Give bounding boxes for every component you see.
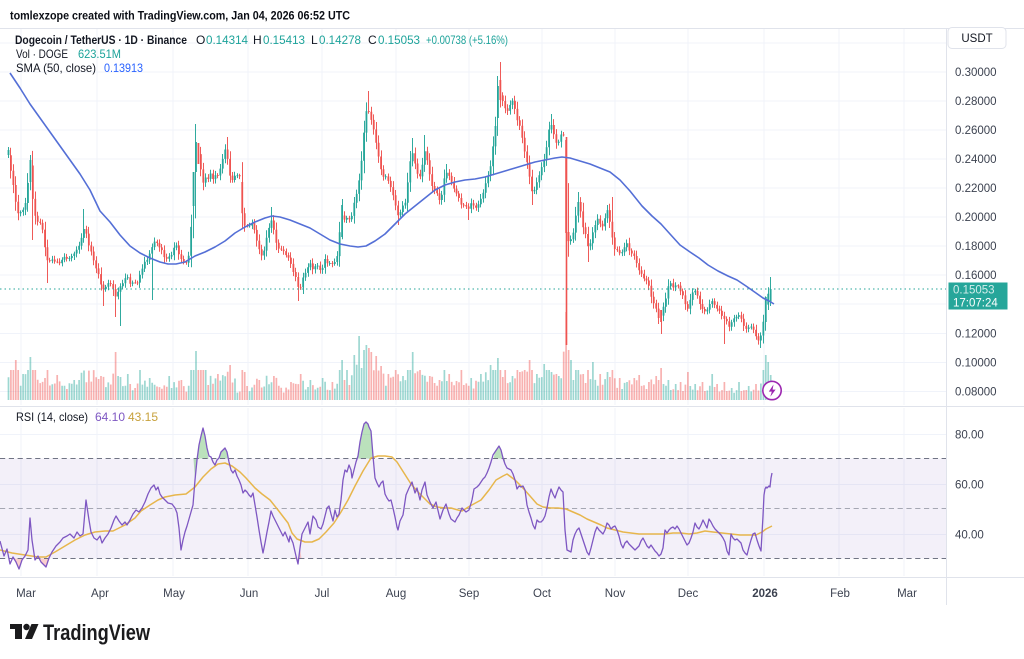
svg-text:USDT: USDT	[961, 33, 992, 45]
svg-text:0.16000: 0.16000	[955, 270, 997, 282]
svg-text:43.15: 43.15	[128, 410, 158, 424]
svg-text:17:07:24: 17:07:24	[953, 298, 998, 310]
svg-text:O: O	[196, 33, 205, 47]
svg-text:0.18000: 0.18000	[955, 241, 997, 253]
svg-text:tomlexzope created with Tradin: tomlexzope created with TradingView.com,…	[10, 9, 350, 23]
svg-text:Jun: Jun	[240, 588, 259, 600]
svg-text:Nov: Nov	[605, 588, 626, 600]
svg-text:0.10000: 0.10000	[955, 358, 997, 370]
svg-text:May: May	[163, 588, 185, 600]
svg-text:0.30000: 0.30000	[955, 67, 997, 79]
svg-text:40.00: 40.00	[955, 530, 984, 542]
svg-text:0.14314: 0.14314	[206, 33, 248, 47]
svg-text:TradingView: TradingView	[43, 620, 151, 645]
svg-text:Dogecoin / TetherUS · 1D · Bin: Dogecoin / TetherUS · 1D · Binance	[15, 33, 187, 47]
svg-text:Oct: Oct	[533, 588, 552, 600]
svg-text:Aug: Aug	[386, 588, 406, 600]
svg-text:Feb: Feb	[830, 588, 850, 600]
svg-text:Dec: Dec	[678, 588, 699, 600]
svg-text:623.51M: 623.51M	[78, 47, 121, 61]
svg-text:0.26000: 0.26000	[955, 125, 997, 137]
svg-text:Apr: Apr	[91, 588, 109, 600]
svg-text:80.00: 80.00	[955, 430, 984, 442]
svg-text:0.15053: 0.15053	[378, 33, 420, 47]
svg-text:64.10: 64.10	[95, 410, 125, 424]
svg-text:60.00: 60.00	[955, 480, 984, 492]
svg-text:2026: 2026	[752, 588, 778, 600]
svg-text:C: C	[368, 33, 377, 47]
svg-text:0.22000: 0.22000	[955, 183, 997, 195]
svg-text:0.15053: 0.15053	[953, 285, 995, 297]
svg-text:Vol · DOGE: Vol · DOGE	[16, 47, 68, 61]
svg-text:L: L	[311, 33, 318, 47]
svg-text:Mar: Mar	[897, 588, 917, 600]
svg-text:0.14278: 0.14278	[319, 33, 361, 47]
svg-text:Jul: Jul	[315, 588, 330, 600]
svg-text:+0.00738 (+5.16%): +0.00738 (+5.16%)	[426, 33, 508, 47]
svg-text:0.20000: 0.20000	[955, 212, 997, 224]
svg-text:0.12000: 0.12000	[955, 329, 997, 341]
svg-text:Sep: Sep	[459, 588, 479, 600]
svg-text:0.15413: 0.15413	[263, 33, 305, 47]
svg-text:H: H	[253, 33, 262, 47]
svg-text:0.08000: 0.08000	[955, 387, 997, 399]
svg-text:RSI (14, close): RSI (14, close)	[16, 410, 88, 424]
svg-text:Mar: Mar	[16, 588, 36, 600]
svg-text:SMA (50, close): SMA (50, close)	[16, 61, 96, 75]
svg-text:0.28000: 0.28000	[955, 96, 997, 108]
svg-text:0.24000: 0.24000	[955, 154, 997, 166]
svg-text:0.13913: 0.13913	[104, 61, 143, 75]
